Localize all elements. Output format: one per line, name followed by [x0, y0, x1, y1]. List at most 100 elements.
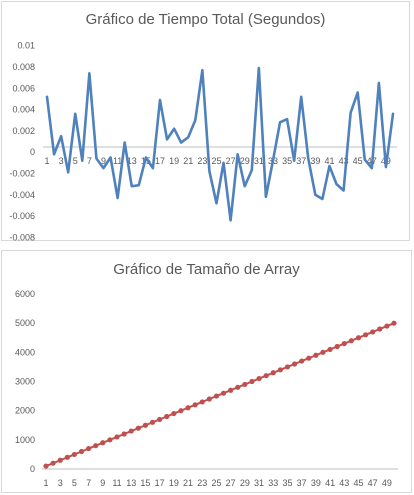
array-size-chart-data-point: [157, 416, 163, 423]
array-size-chart-data-point: [71, 451, 78, 458]
time-chart-x-tick-label: 41: [324, 156, 334, 166]
array-size-chart-x-tick-label: 3: [58, 478, 63, 488]
time-chart-y-tick-label: -0.004: [9, 190, 35, 200]
array-size-chart-x-tick-label: 41: [325, 478, 335, 488]
array-size-chart-data-point: [306, 355, 312, 361]
array-size-chart-data-point: [284, 364, 291, 370]
array-size-chart-x-tick-label: 39: [311, 478, 321, 488]
array-size-chart-data-point: [228, 387, 234, 393]
array-size-chart-data-point: [100, 440, 106, 446]
time-chart-y-tick-label: 0.002: [12, 126, 35, 136]
array-size-chart-data-point: [93, 443, 99, 449]
time-chart-y-tick-label: -0.008: [9, 232, 35, 242]
array-size-chart-data-point: [313, 352, 319, 358]
array-size-chart-data-point: [178, 408, 184, 414]
time-chart-x-tick-label: 19: [169, 156, 179, 166]
array-size-chart-y-tick-label: 3000: [15, 377, 35, 387]
array-size-chart-data-point: [149, 419, 156, 425]
array-size-chart-data-point: [57, 457, 63, 463]
array-size-chart-data-point: [64, 454, 70, 460]
array-size-chart-data-point: [142, 422, 149, 428]
array-size-chart-data-point: [114, 434, 120, 440]
array-size-chart-x-tick-label: 33: [268, 478, 278, 488]
time-chart-x-tick-label: 45: [353, 156, 363, 166]
array-size-chart-data-point: [164, 413, 170, 420]
time-chart-x-tick-label: 25: [211, 156, 221, 166]
time-chart-y-tick-label: 0.008: [12, 62, 35, 72]
array-size-chart-data-point: [377, 326, 383, 332]
time-chart-x-tick-label: 17: [155, 156, 165, 166]
time-chart-x-tick-label: 35: [282, 156, 292, 166]
time-chart-y-tick-label: 0.004: [12, 105, 35, 115]
array-size-chart-x-tick-label: 9: [100, 478, 105, 488]
array-size-chart-x-tick-label: 15: [140, 478, 150, 488]
array-size-chart-panel: Gráfico de Tamaño de Array 6000 5000 4000 3…: [1, 250, 412, 493]
time-chart-x-tick-label: 3: [59, 156, 64, 166]
array-size-chart-x-tick-label: 29: [240, 478, 250, 488]
array-size-chart-x-tick-label: 11: [112, 478, 121, 488]
array-size-chart-x-tick-label: 7: [86, 478, 91, 488]
array-size-chart-x-tick-label: 43: [339, 478, 349, 488]
time-chart-x-tick-label: 29: [240, 156, 250, 166]
time-chart-y-tick-label: -0.006: [9, 211, 35, 221]
array-size-chart-data-point: [107, 437, 113, 443]
array-size-chart-x-tick-label: 49: [382, 478, 392, 488]
time-chart-y-tick-label: 0.006: [12, 83, 35, 93]
array-size-chart-data-point: [348, 338, 354, 344]
array-size-chart-x-tick-label: 5: [72, 478, 77, 488]
array-size-chart-x-tick-label: 27: [226, 478, 236, 488]
array-size-chart-data-point: [334, 343, 340, 350]
array-size-chart-data-point: [384, 323, 390, 329]
time-chart-x-tick-label: 7: [87, 156, 92, 166]
array-size-chart-y-tick-label: 5000: [15, 318, 35, 328]
array-size-chart-data-point: [185, 405, 191, 411]
time-chart-panel: Gráfico de Tiempo Total (Segundos) 0.01 0…: [1, 1, 410, 242]
time-chart-x-tick-label: 23: [197, 156, 207, 166]
array-size-chart-data-point: [370, 329, 376, 335]
array-size-chart-data-point: [341, 340, 347, 347]
array-size-chart-x-tick-label: 45: [353, 478, 363, 488]
time-chart-x-tick-label: 13: [127, 156, 137, 166]
array-size-chart-data-point: [249, 378, 255, 385]
array-size-chart-data-point: [220, 390, 227, 396]
time-chart-x-tick-label: 43: [339, 156, 349, 166]
time-chart-x-tick-label: 5: [73, 156, 78, 166]
array-size-chart-data-point: [270, 370, 276, 376]
array-size-chart-x-tick-label: 25: [211, 478, 221, 488]
array-size-chart-data-point: [78, 448, 85, 455]
array-size-chart-y-tick-label: 0: [30, 464, 35, 474]
array-size-chart-data-point: [327, 346, 333, 353]
array-size-chart-data-point: [299, 358, 305, 364]
array-size-chart-y-tick-label: 1000: [15, 435, 35, 445]
array-size-chart-x-tick-label: 1: [43, 478, 48, 488]
time-chart-x-tick-label: 9: [101, 156, 106, 166]
array-size-chart-y-tick-label: 6000: [15, 289, 35, 299]
array-size-chart-data-point: [199, 399, 205, 405]
array-size-chart-x-tick-label: 13: [126, 478, 136, 488]
array-size-chart-data-point: [50, 460, 56, 466]
array-size-chart-data-point: [121, 431, 127, 437]
array-size-chart-y-tick-label: 4000: [15, 347, 35, 357]
array-size-chart-x-tick-label: 35: [282, 478, 292, 488]
time-chart-plot: 0.01 0.008 0.006 0.004 0.002 0 -0.002 -0.004 -0.…: [9, 41, 397, 242]
array-size-chart-data-point: [206, 396, 212, 402]
array-size-chart-x-tick-label: 19: [169, 478, 179, 488]
array-size-chart-data-point: [242, 381, 248, 388]
time-chart-x-tick-label: 27: [226, 156, 236, 166]
array-size-chart-data-point: [235, 384, 241, 390]
array-size-chart-data-point: [291, 361, 298, 367]
array-size-chart-x-tick-label: 23: [197, 478, 207, 488]
array-size-chart-data-point: [86, 445, 92, 452]
array-size-chart-x-tick-label: 21: [183, 478, 193, 488]
array-size-chart-data-point: [263, 373, 269, 379]
time-chart-x-tick-label: 11: [113, 156, 122, 166]
array-size-chart-data-point: [171, 410, 177, 417]
time-chart-x-tick-label: 21: [183, 156, 193, 166]
array-size-chart-data-point: [320, 349, 326, 355]
time-chart-y-tick-label: 0.01: [17, 41, 35, 51]
array-size-chart-data-point: [277, 367, 283, 373]
array-size-chart-x-tick-label: 37: [297, 478, 307, 488]
time-chart-x-tick-label: 1: [44, 156, 49, 166]
array-size-chart-y-tick-label: 2000: [15, 406, 35, 416]
